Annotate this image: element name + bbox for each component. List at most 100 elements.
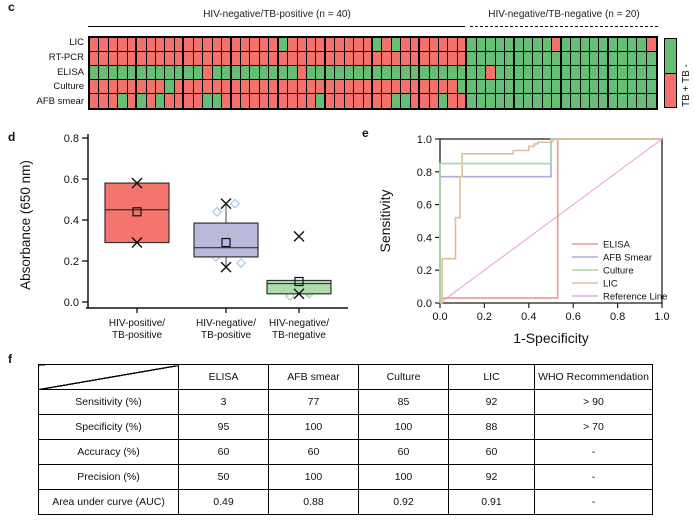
heatmap-cell — [156, 52, 166, 66]
heatmap-cell — [429, 38, 440, 52]
heatmap-cell — [552, 80, 562, 94]
heatmap-cell — [646, 94, 656, 108]
heatmap-cell — [571, 52, 581, 66]
e-y-axis-title: Sensitivity — [377, 189, 393, 252]
heatmap-cell — [608, 38, 619, 52]
heatmap-cell — [118, 94, 128, 108]
e-legend-label: AFB Smear — [603, 253, 652, 264]
heatmap-cell — [316, 80, 326, 94]
table-row-header: Specificity (%) — [38, 414, 179, 440]
table-cell: 100 — [358, 464, 449, 490]
colorbar-rotated-label: TB + TB - — [681, 64, 692, 107]
heatmap-cell — [580, 94, 590, 108]
heatmap-cell — [90, 80, 100, 94]
heatmap-cell — [174, 38, 185, 52]
heatmap-cell — [382, 94, 392, 108]
heatmap-cell — [448, 80, 458, 94]
heatmap-cell — [505, 66, 515, 80]
e-legend-label: Reference Line — [603, 292, 667, 303]
heatmap-cell — [439, 66, 449, 80]
heatmap-cell — [203, 52, 213, 66]
heatmap-cell — [250, 80, 260, 94]
heatmap-cell — [335, 52, 345, 66]
heatmap-cell — [127, 94, 138, 108]
heatmap-cell — [599, 80, 609, 94]
heatmap-cell — [212, 38, 223, 52]
heatmap-cell — [533, 52, 543, 66]
heatmap-cell — [457, 38, 468, 52]
heatmap-cell — [193, 52, 204, 66]
heatmap-cell — [618, 38, 628, 52]
heatmap-cell — [363, 66, 373, 80]
heatmap-cell — [335, 66, 345, 80]
heatmap-cell — [306, 80, 317, 94]
d-box — [193, 222, 259, 258]
heatmap-cell — [278, 80, 289, 94]
heatmap-cell — [457, 80, 468, 94]
heatmap-cell — [222, 52, 232, 66]
heatmap-cell — [222, 66, 232, 80]
heatmap-cell — [618, 66, 628, 80]
heatmap-cell — [108, 52, 119, 66]
heatmap-cell — [165, 94, 175, 108]
heatmap-cell — [344, 52, 355, 66]
heatmap-cell — [589, 66, 600, 80]
heatmap-cell — [90, 52, 100, 66]
heatmap-cell — [420, 52, 430, 66]
heatmap-cell — [240, 80, 251, 94]
table-row: Precision (%) 50 100 100 92- — [38, 464, 653, 490]
heatmap-cell — [599, 94, 609, 108]
colorbar-tb-positive — [665, 73, 676, 107]
heatmap-cell — [231, 80, 241, 94]
heatmap-cell — [401, 94, 411, 108]
heatmap-cell — [184, 38, 194, 52]
table-cell: 0.49 — [178, 489, 269, 515]
heatmap-cell — [240, 38, 251, 52]
heatmap-row-labels: LIC RT-PCR ELISA Culture AFB smear — [0, 36, 84, 110]
heatmap-cell — [523, 80, 534, 94]
heatmap-cell — [127, 66, 138, 80]
e-x-tick-label: 0.0 — [432, 311, 447, 323]
d-box — [104, 182, 170, 244]
heatmap-cell — [505, 52, 515, 66]
e-y-tick-label: 1.0 — [417, 134, 432, 146]
heatmap-cell — [439, 94, 449, 108]
table-cell: 60 — [178, 439, 269, 465]
heatmap-cell — [278, 38, 289, 52]
heatmap-cell — [174, 80, 185, 94]
heatmap-cell — [118, 80, 128, 94]
heatmap-cell — [505, 80, 515, 94]
heatmap-cell — [561, 66, 572, 80]
heatmap-cell — [410, 80, 421, 94]
heatmap-cell — [646, 52, 656, 66]
heatmap-cell — [439, 38, 449, 52]
heatmap-cell — [118, 66, 128, 80]
heatmap-cell — [542, 66, 553, 80]
heatmap-cell — [240, 94, 251, 108]
heatmap-cell — [448, 66, 458, 80]
table-cell: 3 — [178, 389, 269, 415]
heatmap-cell — [420, 66, 430, 80]
heatmap-cell — [608, 94, 619, 108]
heatmap-cell — [137, 52, 147, 66]
heatmap-cell — [580, 80, 590, 94]
heatmap-cell — [439, 52, 449, 66]
heatmap-cell — [99, 38, 109, 52]
d-scatter-diamond — [211, 206, 223, 217]
heatmap-cell — [363, 38, 373, 52]
heatmap-cell — [184, 80, 194, 94]
heatmap-cell — [231, 38, 241, 52]
heatmap-cell — [373, 52, 383, 66]
heatmap-cell — [222, 94, 232, 108]
heatmap-cell — [637, 38, 647, 52]
heatmap-cell — [325, 94, 336, 108]
heatmap-cell — [476, 80, 487, 94]
heatmap-cell — [269, 94, 279, 108]
heatmap-cell — [269, 52, 279, 66]
d-x-marker — [131, 177, 143, 189]
table-cell: 100 — [268, 414, 359, 440]
heatmap-cell — [476, 66, 487, 80]
heatmap-cell — [599, 52, 609, 66]
heatmap-cell — [127, 52, 138, 66]
heatmap-cell — [156, 38, 166, 52]
